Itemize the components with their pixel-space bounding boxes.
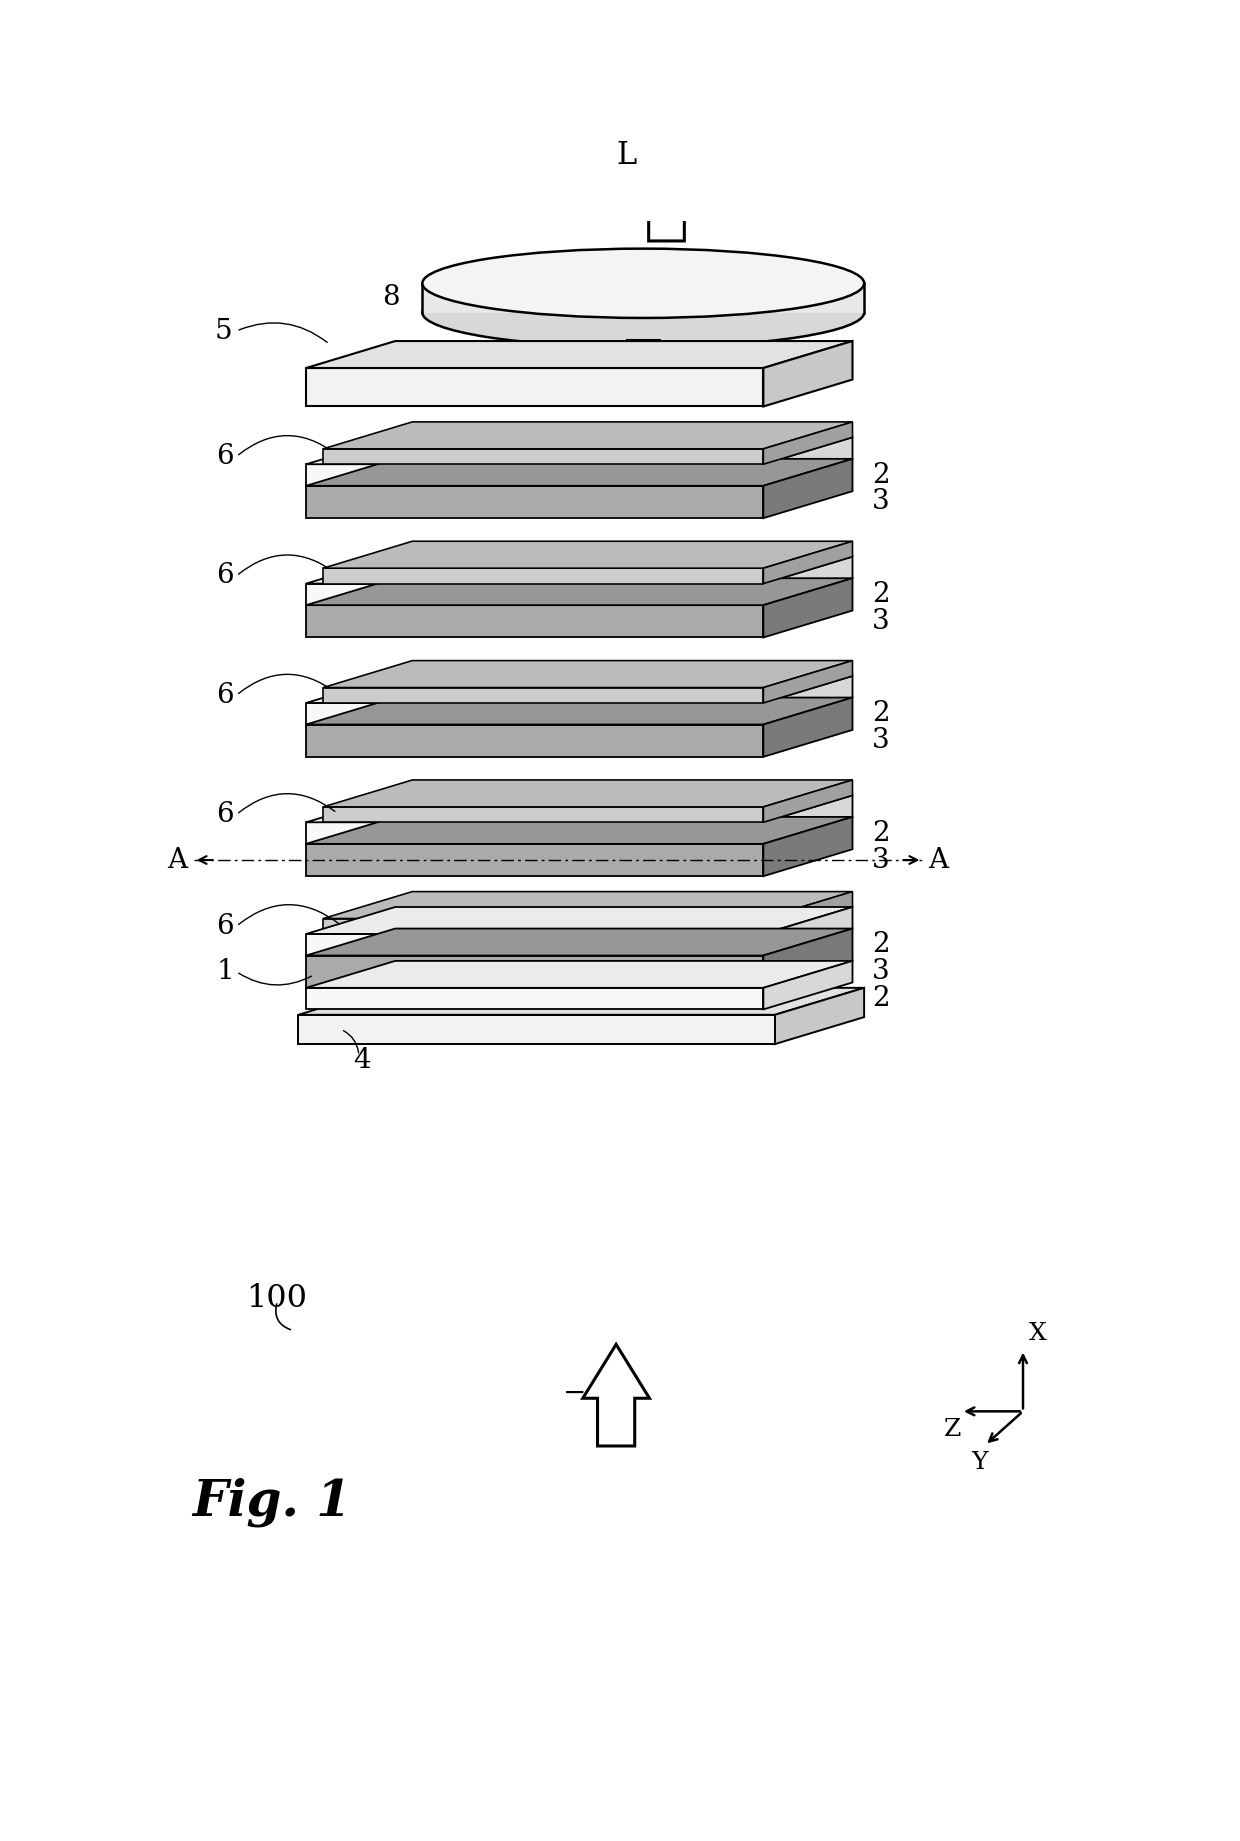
Polygon shape (299, 989, 864, 1014)
Polygon shape (764, 781, 853, 823)
Polygon shape (764, 908, 853, 955)
Polygon shape (764, 676, 853, 725)
Text: 4: 4 (352, 1048, 371, 1075)
Text: 6: 6 (217, 681, 234, 709)
Polygon shape (306, 928, 853, 955)
Polygon shape (324, 541, 853, 569)
Polygon shape (306, 933, 764, 955)
Polygon shape (306, 584, 764, 606)
Polygon shape (306, 464, 764, 486)
Polygon shape (306, 989, 764, 1009)
Polygon shape (764, 698, 853, 757)
Polygon shape (306, 556, 853, 584)
Polygon shape (764, 438, 853, 486)
Polygon shape (306, 606, 764, 637)
Polygon shape (306, 961, 853, 989)
Text: 3: 3 (872, 847, 889, 873)
Polygon shape (764, 928, 853, 989)
Polygon shape (764, 795, 853, 843)
Polygon shape (583, 1344, 650, 1445)
Text: 2: 2 (872, 932, 889, 957)
Text: 3: 3 (872, 608, 889, 635)
Polygon shape (764, 817, 853, 876)
Polygon shape (306, 458, 853, 486)
Polygon shape (764, 891, 853, 933)
Polygon shape (764, 556, 853, 606)
Polygon shape (306, 698, 853, 725)
Text: 2: 2 (872, 985, 889, 1013)
Polygon shape (764, 578, 853, 637)
Text: −: − (563, 1381, 587, 1407)
Text: 2: 2 (872, 582, 889, 608)
Polygon shape (324, 661, 853, 687)
Text: 3: 3 (872, 957, 889, 985)
Text: 6: 6 (217, 444, 234, 469)
Polygon shape (306, 823, 764, 843)
Polygon shape (764, 661, 853, 703)
Polygon shape (306, 908, 853, 933)
Polygon shape (324, 891, 853, 919)
Polygon shape (324, 687, 764, 703)
Polygon shape (324, 422, 853, 449)
Polygon shape (324, 806, 764, 823)
Text: 6: 6 (217, 562, 234, 589)
Ellipse shape (423, 278, 864, 348)
Polygon shape (306, 438, 853, 464)
Text: 3: 3 (872, 488, 889, 515)
Polygon shape (324, 449, 764, 464)
Text: 100: 100 (247, 1283, 308, 1314)
Polygon shape (306, 795, 853, 823)
Polygon shape (634, 136, 699, 241)
Polygon shape (324, 569, 764, 584)
Text: 2: 2 (872, 700, 889, 727)
Polygon shape (306, 703, 764, 725)
Polygon shape (764, 341, 853, 407)
Polygon shape (423, 284, 864, 313)
Polygon shape (306, 817, 853, 843)
Polygon shape (306, 676, 853, 703)
Text: Fig. 1: Fig. 1 (192, 1476, 351, 1526)
Text: Y: Y (971, 1451, 987, 1475)
Text: L: L (616, 140, 636, 171)
Polygon shape (306, 843, 764, 876)
Polygon shape (764, 961, 853, 1009)
Polygon shape (764, 458, 853, 517)
Polygon shape (306, 578, 853, 606)
Polygon shape (306, 486, 764, 517)
Text: 6: 6 (217, 913, 234, 939)
Polygon shape (764, 541, 853, 584)
Text: 8: 8 (382, 284, 399, 311)
Text: 1: 1 (216, 957, 234, 985)
Text: A: A (167, 847, 187, 873)
Polygon shape (775, 989, 864, 1044)
Polygon shape (306, 368, 764, 407)
Text: 2: 2 (872, 462, 889, 488)
Ellipse shape (423, 249, 864, 318)
Text: 6: 6 (217, 801, 234, 828)
Polygon shape (299, 1014, 775, 1044)
Text: 3: 3 (872, 727, 889, 755)
Text: X: X (1029, 1322, 1047, 1346)
Polygon shape (306, 725, 764, 757)
Polygon shape (764, 422, 853, 464)
Polygon shape (306, 341, 853, 368)
Polygon shape (324, 919, 764, 933)
Polygon shape (324, 781, 853, 806)
Text: 5: 5 (215, 317, 233, 344)
Text: 2: 2 (872, 819, 889, 847)
Polygon shape (306, 955, 764, 989)
Text: Z: Z (944, 1418, 961, 1440)
Text: A: A (929, 847, 949, 873)
